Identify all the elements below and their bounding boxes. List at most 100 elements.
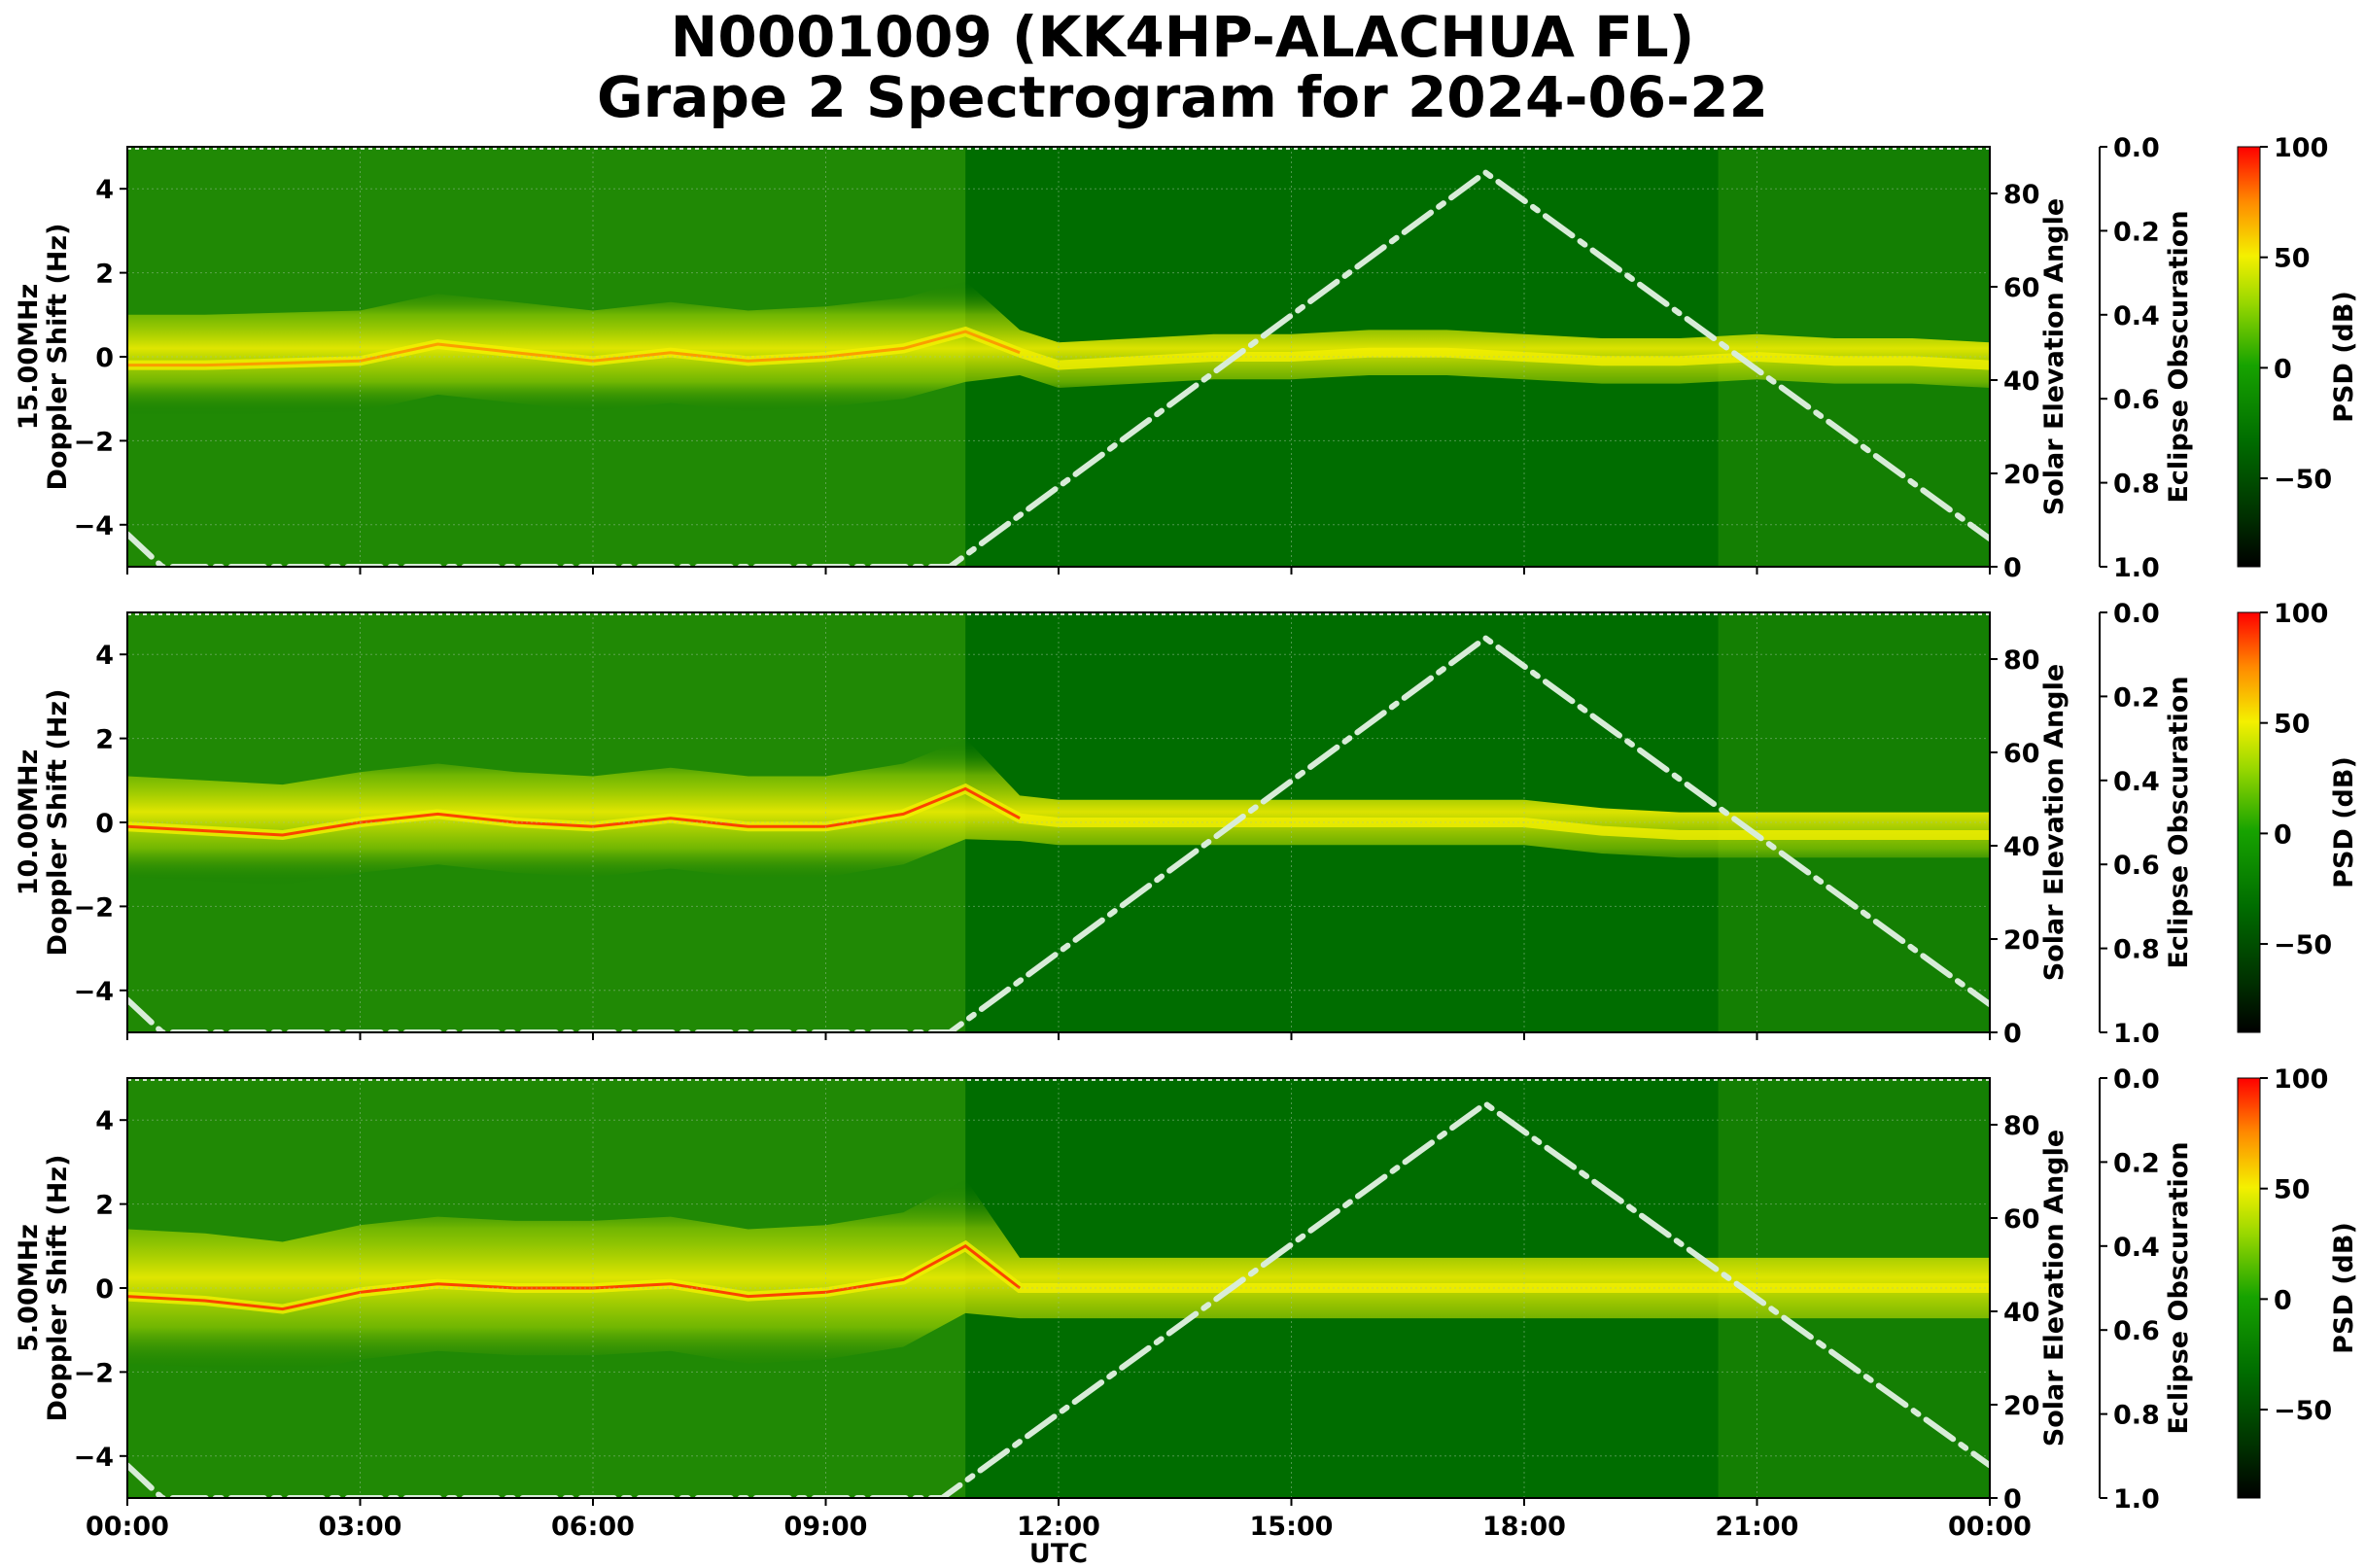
x-tick-label: 12:00 [1017, 1512, 1100, 1542]
figure-title-line2: Grape 2 Spectrogram for 2024-06-22 [597, 64, 1768, 130]
eclipse-tick-label: 1.0 [2113, 1484, 2160, 1515]
panel-frequency-label: 15.00MHz [14, 284, 44, 431]
colorbar-label: PSD (dB) [2329, 291, 2359, 423]
solar-tick-label: 0 [2003, 1484, 2022, 1515]
eclipse-tick-label: 0.0 [2113, 133, 2160, 163]
eclipse-tick-label: 0.0 [2113, 599, 2160, 629]
solar-tick-label: 40 [2003, 366, 2040, 397]
solar-elevation-curve [127, 1100, 1990, 1498]
eclipse-tick-label: 0.2 [2113, 1148, 2160, 1178]
colorbar-tick-label: 50 [2274, 244, 2311, 274]
panel-2: 420−2−410.00MHz Doppler Shift (Hz)8060402… [14, 599, 2359, 1049]
eclipse-tick-label: 0.4 [2113, 1233, 2160, 1263]
y-tick-label: 4 [95, 641, 114, 671]
psd-colorbar [2237, 1077, 2261, 1499]
colorbar-tick-label: 0 [2274, 354, 2292, 384]
solar-tick-label: 80 [2003, 1111, 2040, 1141]
eclipse-tick-label: 0.8 [2113, 935, 2160, 965]
figure-title-line1: N0001009 (KK4HP-ALACHUA FL) [670, 4, 1695, 70]
solar-axis-label: Solar Elevation Angle [2039, 1130, 2069, 1446]
solar-tick-label: 20 [2003, 925, 2040, 956]
x-tick-label: 18:00 [1482, 1512, 1566, 1542]
y-tick-label: −4 [74, 511, 114, 541]
y-tick-label: 2 [95, 1191, 114, 1221]
eclipse-tick-label: 0.6 [2113, 1316, 2160, 1346]
eclipse-tick-label: 0.6 [2113, 385, 2160, 415]
solar-tick-label: 40 [2003, 1298, 2040, 1328]
y-tick-label: −2 [74, 427, 114, 457]
colorbar-tick-label: 100 [2274, 599, 2328, 629]
colorbar-tick-label: 50 [2274, 710, 2311, 740]
eclipse-axis-label: Eclipse Obscuration [2164, 1141, 2194, 1434]
colorbar-tick-label: −50 [2274, 465, 2332, 495]
solar-axis-label: Solar Elevation Angle [2039, 198, 2069, 515]
y-tick-label: 2 [95, 725, 114, 755]
panel-frequency-label: 5.00MHz [14, 1224, 44, 1352]
eclipse-tick-label: 0.0 [2113, 1064, 2160, 1095]
y-tick-label: 0 [95, 343, 114, 373]
eclipse-tick-label: 0.8 [2113, 1401, 2160, 1431]
x-tick-label: 03:00 [319, 1512, 402, 1542]
x-tick-label: 09:00 [784, 1512, 868, 1542]
eclipse-tick-label: 1.0 [2113, 553, 2160, 583]
solar-tick-label: 40 [2003, 832, 2040, 862]
eclipse-axis-label: Eclipse Obscuration [2164, 210, 2194, 503]
colorbar-tick-label: 0 [2274, 1285, 2292, 1315]
solar-tick-label: 20 [2003, 1391, 2040, 1421]
x-tick-label: 00:00 [1948, 1512, 2032, 1542]
solar-tick-label: 60 [2003, 1204, 2040, 1235]
eclipse-axis-label: Eclipse Obscuration [2164, 676, 2194, 968]
panel-1: 420−2−415.00MHz Doppler Shift (Hz)8060402… [14, 133, 2359, 583]
eclipse-tick-label: 0.2 [2113, 217, 2160, 247]
solar-tick-label: 80 [2003, 180, 2040, 210]
eclipse-tick-label: 0.8 [2113, 470, 2160, 500]
doppler-axis-label: Doppler Shift (Hz) [43, 224, 73, 491]
x-tick-label: 06:00 [551, 1512, 635, 1542]
eclipse-tick-label: 0.6 [2113, 851, 2160, 881]
colorbar-label: PSD (dB) [2329, 1222, 2359, 1354]
eclipse-tick-label: 0.2 [2113, 682, 2160, 713]
colorbar-tick-label: −50 [2274, 930, 2332, 960]
eclipse-tick-label: 0.4 [2113, 301, 2160, 331]
plot-area [127, 612, 1990, 1032]
solar-tick-label: 60 [2003, 739, 2040, 769]
y-tick-label: −2 [74, 1358, 114, 1388]
colorbar-tick-label: 100 [2274, 133, 2328, 163]
psd-colorbar [2237, 146, 2261, 568]
panel-frequency-label: 10.00MHz [14, 749, 44, 896]
y-tick-label: 4 [95, 175, 114, 205]
solar-tick-label: 80 [2003, 645, 2040, 676]
colorbar-tick-label: −50 [2274, 1396, 2332, 1426]
plot-area [127, 147, 1990, 567]
y-tick-label: −2 [74, 892, 114, 923]
y-tick-label: 0 [95, 1274, 114, 1305]
colorbar-tick-label: 50 [2274, 1175, 2311, 1205]
doppler-axis-label: Doppler Shift (Hz) [43, 689, 73, 957]
solar-tick-label: 0 [2003, 1019, 2022, 1049]
colorbar-tick-label: 100 [2274, 1064, 2328, 1095]
doppler-axis-label: Doppler Shift (Hz) [43, 1155, 73, 1422]
panel-3: 420−2−45.00MHz Doppler Shift (Hz)80604020… [14, 1064, 2359, 1568]
colorbar-label: PSD (dB) [2329, 756, 2359, 889]
x-tick-label: 00:00 [86, 1512, 169, 1542]
colorbar-tick-label: 0 [2274, 819, 2292, 850]
plot-area [127, 1078, 1990, 1498]
solar-tick-label: 0 [2003, 553, 2022, 583]
solar-axis-label: Solar Elevation Angle [2039, 664, 2069, 981]
x-tick-label: 15:00 [1250, 1512, 1334, 1542]
eclipse-tick-label: 1.0 [2113, 1019, 2160, 1049]
psd-colorbar [2237, 611, 2261, 1033]
solar-elevation-curve [127, 169, 1990, 567]
eclipse-tick-label: 0.4 [2113, 767, 2160, 797]
y-tick-label: 2 [95, 260, 114, 290]
solar-tick-label: 20 [2003, 460, 2040, 490]
y-tick-label: 4 [95, 1106, 114, 1136]
y-tick-label: 0 [95, 809, 114, 839]
x-axis-label: UTC [1029, 1539, 1088, 1568]
x-tick-label: 21:00 [1716, 1512, 1799, 1542]
y-tick-label: −4 [74, 1443, 114, 1473]
solar-tick-label: 60 [2003, 273, 2040, 303]
solar-elevation-curve [127, 635, 1990, 1032]
